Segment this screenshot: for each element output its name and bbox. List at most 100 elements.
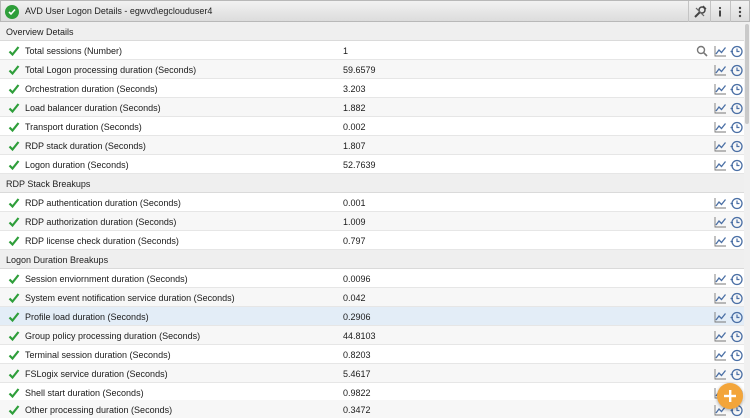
history-clock-icon[interactable] (729, 291, 743, 305)
table-row-selected[interactable]: Profile load duration (Seconds) 0.2906 (0, 307, 750, 326)
window-titlebar: AVD User Logon Details - egwvd\egcloudus… (0, 0, 750, 22)
table-row[interactable]: RDP license check duration (Seconds) 0.7… (0, 231, 750, 250)
check-icon (8, 368, 20, 380)
metric-value: 3.203 (343, 84, 366, 94)
history-clock-icon[interactable] (729, 63, 743, 77)
check-icon (8, 404, 20, 416)
trend-graph-icon[interactable] (713, 44, 727, 58)
trend-graph-icon[interactable] (713, 291, 727, 305)
metric-name: Total sessions (Number) (25, 46, 123, 56)
trend-graph-icon[interactable] (713, 139, 727, 153)
history-clock-icon[interactable] (729, 367, 743, 381)
history-clock-icon[interactable] (729, 120, 743, 134)
table-row[interactable]: Total Logon processing duration (Seconds… (0, 60, 750, 79)
check-icon (8, 387, 20, 399)
metric-name: Profile load duration (Seconds) (25, 312, 149, 322)
check-icon (8, 273, 20, 285)
section-title: Overview Details (6, 27, 74, 37)
check-icon (8, 197, 20, 209)
metric-value: 0.2906 (343, 312, 371, 322)
title-separator (688, 1, 689, 22)
more-vertical-icon[interactable] (731, 3, 749, 21)
title-separator (710, 1, 711, 22)
history-clock-icon[interactable] (729, 139, 743, 153)
metric-value: 1.009 (343, 217, 366, 227)
metric-name: Load balancer duration (Seconds) (25, 103, 161, 113)
title-separator (730, 1, 731, 22)
table-row[interactable]: Transport duration (Seconds) 0.002 (0, 117, 750, 136)
metric-value: 1.882 (343, 103, 366, 113)
settings-wrench-icon[interactable] (691, 3, 709, 21)
metric-name: RDP authentication duration (Seconds) (25, 198, 181, 208)
scrollbar-thumb[interactable] (745, 24, 749, 124)
history-clock-icon[interactable] (729, 215, 743, 229)
table-row[interactable]: Load balancer duration (Seconds) 1.882 (0, 98, 750, 117)
trend-graph-icon[interactable] (713, 158, 727, 172)
trend-graph-icon[interactable] (713, 234, 727, 248)
table-row[interactable]: Total sessions (Number) 1 (0, 41, 750, 60)
table-row[interactable]: Terminal session duration (Seconds) 0.82… (0, 345, 750, 364)
history-clock-icon[interactable] (729, 272, 743, 286)
section-header-overview: Overview Details (0, 22, 750, 41)
trend-graph-icon[interactable] (713, 272, 727, 286)
metric-value: 0.3472 (343, 405, 371, 415)
metric-name: System event notification service durati… (25, 293, 235, 303)
trend-graph-icon[interactable] (713, 101, 727, 115)
history-clock-icon[interactable] (729, 310, 743, 324)
section-header-logon-breakups: Logon Duration Breakups (0, 250, 750, 269)
trend-graph-icon[interactable] (713, 82, 727, 96)
table-row[interactable]: RDP authentication duration (Seconds) 0.… (0, 193, 750, 212)
history-clock-icon[interactable] (729, 158, 743, 172)
check-icon (8, 45, 20, 57)
trend-graph-icon[interactable] (713, 196, 727, 210)
trend-graph-icon[interactable] (713, 348, 727, 362)
history-clock-icon[interactable] (729, 82, 743, 96)
trend-graph-icon[interactable] (713, 403, 727, 417)
trend-graph-icon[interactable] (713, 367, 727, 381)
metric-value: 0.001 (343, 198, 366, 208)
table-row[interactable]: Session enviornment duration (Seconds) 0… (0, 269, 750, 288)
metric-name: Orchestration duration (Seconds) (25, 84, 158, 94)
metric-value: 0.0096 (343, 274, 371, 284)
metric-value: 59.6579 (343, 65, 376, 75)
table-row[interactable]: Group policy processing duration (Second… (0, 326, 750, 345)
metric-name: Group policy processing duration (Second… (25, 331, 201, 341)
table-row[interactable]: Logon duration (Seconds) 52.7639 (0, 155, 750, 174)
metric-value: 0.042 (343, 293, 366, 303)
check-circle-icon (5, 5, 19, 19)
history-clock-icon[interactable] (729, 329, 743, 343)
trend-graph-icon[interactable] (713, 215, 727, 229)
scrollbar-track[interactable] (744, 22, 750, 418)
metric-value: 1.807 (343, 141, 366, 151)
table-row[interactable]: RDP stack duration (Seconds) 1.807 (0, 136, 750, 155)
table-row[interactable]: Other processing duration (Seconds) 0.34… (0, 400, 750, 418)
section-title: RDP Stack Breakups (6, 179, 91, 189)
metric-value: 1 (343, 46, 349, 56)
history-clock-icon[interactable] (729, 44, 743, 58)
metric-value: 52.7639 (343, 160, 376, 170)
table-row[interactable]: Orchestration duration (Seconds) 3.203 (0, 79, 750, 98)
metric-name: Other processing duration (Seconds) (25, 405, 173, 415)
history-clock-icon[interactable] (729, 348, 743, 362)
trend-graph-icon[interactable] (713, 310, 727, 324)
add-fab-button[interactable] (717, 383, 743, 409)
table-row[interactable]: RDP authorization duration (Seconds) 1.0… (0, 212, 750, 231)
metric-value: 0.9822 (343, 388, 371, 398)
info-icon[interactable] (711, 3, 729, 21)
trend-graph-icon[interactable] (713, 120, 727, 134)
metric-value: 5.4617 (343, 369, 371, 379)
history-clock-icon[interactable] (729, 196, 743, 210)
trend-graph-icon[interactable] (713, 63, 727, 77)
metric-name: Shell start duration (Seconds) (25, 388, 144, 398)
check-icon (8, 235, 20, 247)
search-icon[interactable] (695, 44, 709, 58)
trend-graph-icon[interactable] (713, 329, 727, 343)
history-clock-icon[interactable] (729, 101, 743, 115)
check-icon (8, 292, 20, 304)
history-clock-icon[interactable] (729, 234, 743, 248)
check-icon (8, 140, 20, 152)
table-row[interactable]: System event notification service durati… (0, 288, 750, 307)
table-row[interactable]: FSLogix service duration (Seconds) 5.461… (0, 364, 750, 383)
metric-value: 0.8203 (343, 350, 371, 360)
metric-name: Session enviornment duration (Seconds) (25, 274, 188, 284)
